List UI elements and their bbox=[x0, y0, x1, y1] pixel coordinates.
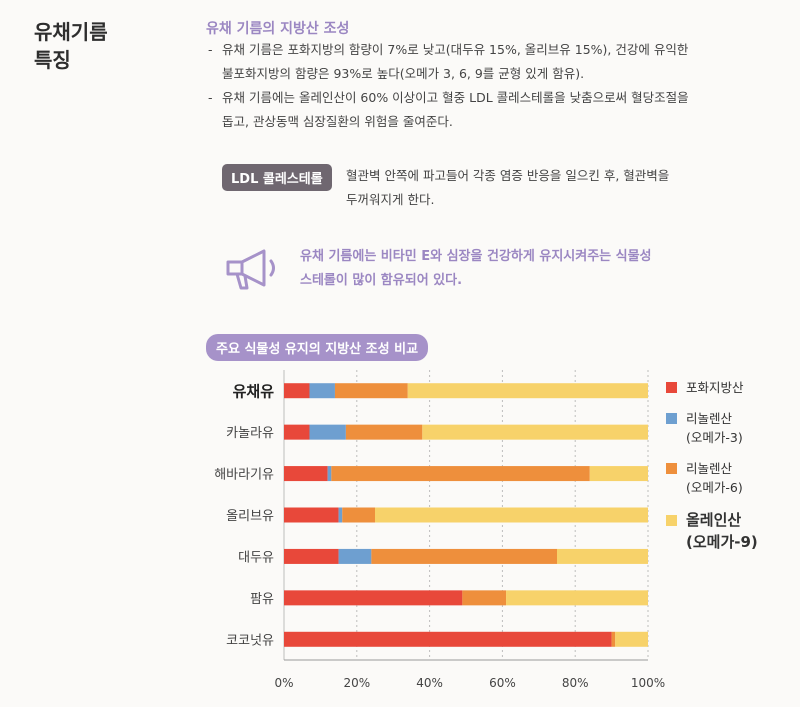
legend-label: 리놀렌산 bbox=[686, 411, 733, 426]
legend-item-omega6: 리놀렌산 (오메가-6) bbox=[666, 459, 796, 497]
bar-segment bbox=[338, 507, 343, 523]
category-label: 올리브유 bbox=[226, 509, 274, 524]
bar-segment bbox=[284, 590, 463, 606]
note-line: 유채 기름에는 비타민 E와 심장을 건강하게 유지시켜주는 식물성 bbox=[300, 249, 652, 264]
side-title-line-1: 유채기름 bbox=[34, 20, 108, 44]
side-title: 유채기름 특징 bbox=[34, 18, 154, 74]
bar-segment bbox=[284, 383, 310, 399]
bar-segment bbox=[342, 507, 375, 523]
x-tick-label: 0% bbox=[274, 676, 293, 690]
bar-segment bbox=[309, 383, 335, 399]
bar-segment bbox=[338, 548, 372, 564]
x-tick-label: 40% bbox=[416, 676, 443, 690]
bar-segment bbox=[331, 466, 590, 482]
bar-segment bbox=[327, 466, 332, 482]
bar-segment bbox=[557, 548, 648, 564]
legend-swatch bbox=[666, 413, 677, 424]
bar-segment bbox=[375, 507, 648, 523]
bullet-item: 유채 기름에는 올레인산이 60% 이상이고 혈중 LDL 콜레스테롤을 낮춤으… bbox=[206, 86, 776, 134]
chart-title: 주요 식물성 유지의 지방산 조성 비교 bbox=[206, 334, 429, 361]
x-tick-label: 100% bbox=[631, 676, 665, 690]
ldl-description: 혈관벽 안쪽에 파고들어 각종 염증 반응을 일으킨 후, 혈관벽을 두꺼워지게… bbox=[346, 164, 746, 212]
bar-segment bbox=[334, 383, 408, 399]
category-label: 대두유 bbox=[238, 550, 274, 565]
legend-label: (오메가-6) bbox=[686, 480, 743, 495]
category-label: 코코넛유 bbox=[226, 633, 274, 648]
side-title-line-2: 특징 bbox=[34, 48, 71, 72]
legend-label: (오메가-3) bbox=[686, 430, 743, 445]
section-title: 유채 기름의 지방산 조성 bbox=[206, 21, 350, 37]
bar-segment bbox=[284, 466, 328, 482]
bar-segment bbox=[611, 631, 616, 647]
bar-segment bbox=[284, 507, 339, 523]
x-tick-label: 60% bbox=[489, 676, 516, 690]
bar-segment bbox=[407, 383, 648, 399]
bar-segment bbox=[309, 424, 346, 440]
bar-segment bbox=[506, 590, 648, 606]
chart-legend: 포화지방산 리놀렌산 (오메가-3) 리놀렌산 (오메가-6) 올레인산 (오메… bbox=[666, 378, 796, 565]
megaphone-icon bbox=[226, 249, 275, 290]
bar-segment bbox=[371, 548, 557, 564]
bar-segment bbox=[589, 466, 648, 482]
bullet-list: 유채 기름은 포화지방의 함량이 7%로 낮고(대두유 15%, 올리브유 15… bbox=[206, 38, 776, 134]
legend-label: 포화지방산 bbox=[686, 380, 744, 395]
legend-swatch bbox=[666, 463, 677, 474]
bullet-line: 유채 기름은 포화지방의 함량이 7%로 낮고(대두유 15%, 올리브유 15… bbox=[222, 42, 689, 57]
bar-segment bbox=[284, 631, 612, 647]
bar-segment bbox=[422, 424, 648, 440]
ldl-line: 두꺼워지게 한다. bbox=[346, 192, 435, 207]
bullet-line: 유채 기름에는 올레인산이 60% 이상이고 혈중 LDL 콜레스테롤을 낮춤으… bbox=[222, 90, 689, 105]
note-line: 스테롤이 많이 함유되어 있다. bbox=[300, 273, 463, 288]
bullet-line: 불포화지방의 함량은 93%로 높다(오메가 3, 6, 9를 균형 있게 함유… bbox=[222, 66, 585, 81]
category-label: 카놀라유 bbox=[226, 426, 274, 441]
bar-segment bbox=[284, 548, 339, 564]
legend-swatch bbox=[666, 515, 677, 526]
legend-swatch bbox=[666, 382, 677, 393]
bullet-item: 유채 기름은 포화지방의 함량이 7%로 낮고(대두유 15%, 올리브유 15… bbox=[206, 38, 776, 86]
legend-label: (오메가-9) bbox=[686, 533, 758, 551]
category-label: 해바라기유 bbox=[214, 468, 274, 483]
bar-segment bbox=[462, 590, 507, 606]
x-tick-label: 20% bbox=[343, 676, 370, 690]
bar-segment bbox=[284, 424, 310, 440]
legend-item-omega3: 리놀렌산 (오메가-3) bbox=[666, 409, 796, 447]
ldl-line: 혈관벽 안쪽에 파고들어 각종 염증 반응을 일으킨 후, 혈관벽을 bbox=[346, 168, 670, 183]
legend-item-omega9: 올레인산 (오메가-9) bbox=[666, 509, 796, 553]
x-tick-label: 80% bbox=[562, 676, 589, 690]
bar-segment bbox=[615, 631, 648, 647]
bullet-line: 돕고, 관상동맥 심장질환의 위험을 줄여준다. bbox=[222, 114, 453, 129]
note-text: 유채 기름에는 비타민 E와 심장을 건강하게 유지시켜주는 식물성 스테롤이 … bbox=[300, 245, 730, 293]
bar-segment bbox=[345, 424, 423, 440]
legend-label: 리놀렌산 bbox=[686, 461, 733, 476]
legend-label: 올레인산 bbox=[686, 511, 742, 529]
ldl-badge: LDL 콜레스테롤 bbox=[222, 164, 332, 191]
category-label: 팜유 bbox=[250, 592, 274, 607]
category-label: 유채유 bbox=[233, 383, 275, 401]
legend-item-saturated: 포화지방산 bbox=[666, 378, 796, 397]
